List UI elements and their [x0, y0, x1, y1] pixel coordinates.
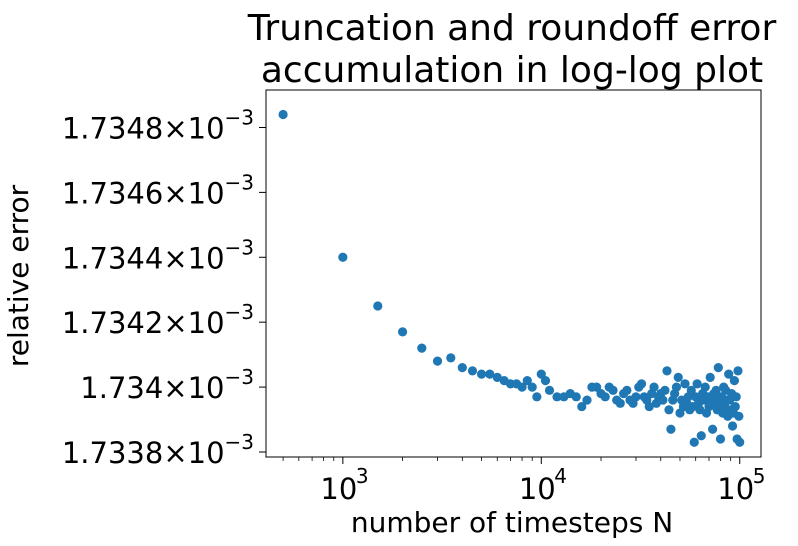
data-point: [571, 392, 581, 402]
data-point: [467, 366, 478, 376]
data-point: [735, 437, 745, 447]
data-point: [711, 385, 721, 395]
data-point: [662, 366, 672, 376]
data-point: [592, 382, 602, 392]
data-point: [552, 392, 562, 402]
data-point: [397, 327, 408, 337]
data-point: [644, 401, 654, 412]
data-point: [492, 372, 502, 382]
data-point: [622, 385, 632, 395]
data-point: [729, 375, 739, 386]
data-point: [713, 363, 723, 373]
plot-area: [265, 89, 762, 458]
data-point: [664, 405, 674, 415]
data-point: [700, 382, 710, 392]
data-point: [730, 401, 740, 412]
data-point: [544, 385, 555, 395]
data-point: [660, 385, 670, 395]
data-point: [727, 421, 738, 431]
data-point: [522, 375, 532, 386]
data-point: [689, 437, 699, 447]
data-point: [417, 343, 427, 353]
y-tick-label: 1.7338×10−3: [62, 430, 254, 470]
data-point: [457, 363, 467, 373]
data-point: [705, 372, 715, 382]
x-axis-label: number of timesteps N: [351, 506, 673, 539]
data-point: [476, 369, 487, 379]
x-tick-label: 10: [320, 472, 357, 506]
y-tick-label: 1.7344×10−3: [62, 235, 254, 275]
y-tick-label: 1.7348×10−3: [62, 106, 254, 146]
data-point: [600, 392, 610, 402]
y-tick-label: 1.7342×10−3: [62, 300, 254, 340]
data-point: [485, 369, 495, 379]
data-point: [680, 379, 690, 389]
data-point: [686, 385, 696, 395]
y-tick-label: 1.734×10−3: [80, 365, 254, 405]
x-tick-exponent: 4: [554, 464, 567, 488]
x-tick-label: 10: [519, 472, 556, 506]
data-point: [673, 372, 683, 382]
data-point: [734, 411, 744, 421]
data-point: [731, 392, 741, 402]
data-point: [708, 424, 718, 434]
data-point: [536, 369, 546, 379]
data-point: [608, 385, 618, 395]
x-tick-exponent: 3: [356, 464, 369, 488]
data-point: [527, 382, 537, 392]
y-axis-label: relative error: [2, 184, 35, 367]
data-point: [666, 424, 676, 434]
data-point: [715, 434, 726, 444]
data-point: [724, 369, 734, 379]
chart-title: Truncation and roundoff error accumulati…: [247, 8, 777, 91]
data-point: [338, 252, 348, 262]
data-point: [446, 353, 456, 363]
data-point: [532, 392, 542, 402]
data-point: [278, 109, 288, 120]
data-point: [733, 366, 743, 376]
data-point: [432, 356, 443, 366]
data-point: [636, 379, 647, 389]
data-point: [631, 392, 641, 402]
data-point: [540, 375, 551, 386]
data-point: [582, 395, 592, 405]
x-tick-label: 10: [717, 472, 754, 506]
data-point: [615, 398, 625, 408]
y-axis-ticks: 1.7338×10−3 1.734×10−3 1.7342×10−3 1.7344×1…: [62, 106, 266, 470]
data-point: [373, 301, 383, 311]
data-point: [577, 401, 587, 412]
y-tick-label: 1.7346×10−3: [62, 170, 254, 210]
x-axis-ticks: 103 104 105: [282, 457, 766, 506]
chart-title-line-1: Truncation and roundoff error: [247, 8, 777, 49]
data-point: [696, 431, 706, 441]
scatter-points: [278, 109, 745, 447]
x-tick-exponent: 5: [753, 464, 766, 488]
data-point: [671, 382, 682, 392]
data-point: [658, 395, 668, 405]
data-point: [692, 379, 702, 389]
chart-title-line-2: accumulation in log-log plot: [261, 50, 763, 91]
data-point: [517, 382, 527, 392]
data-point: [649, 382, 659, 392]
